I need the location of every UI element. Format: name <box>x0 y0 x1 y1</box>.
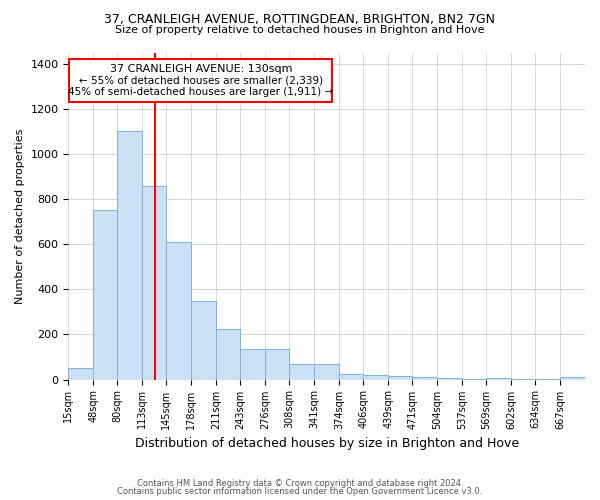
Bar <box>142 186 166 380</box>
Text: 45% of semi-detached houses are larger (1,911) →: 45% of semi-detached houses are larger (… <box>68 88 334 98</box>
Text: 37 CRANLEIGH AVENUE: 130sqm: 37 CRANLEIGH AVENUE: 130sqm <box>110 64 292 74</box>
Bar <box>118 132 142 380</box>
Bar <box>560 378 585 380</box>
Bar <box>68 368 93 380</box>
Bar <box>166 242 191 380</box>
Bar <box>363 375 388 380</box>
Bar <box>216 329 241 380</box>
Text: ← 55% of detached houses are smaller (2,339): ← 55% of detached houses are smaller (2,… <box>79 76 323 86</box>
Text: Contains HM Land Registry data © Crown copyright and database right 2024.: Contains HM Land Registry data © Crown c… <box>137 478 463 488</box>
Bar <box>289 364 314 380</box>
Bar <box>314 364 339 380</box>
Text: Size of property relative to detached houses in Brighton and Hove: Size of property relative to detached ho… <box>115 25 485 35</box>
Text: 37, CRANLEIGH AVENUE, ROTTINGDEAN, BRIGHTON, BN2 7GN: 37, CRANLEIGH AVENUE, ROTTINGDEAN, BRIGH… <box>104 12 496 26</box>
Bar <box>241 349 265 380</box>
Bar <box>339 374 363 380</box>
Bar <box>486 378 511 380</box>
Bar <box>437 378 462 380</box>
X-axis label: Distribution of detached houses by size in Brighton and Hove: Distribution of detached houses by size … <box>134 437 519 450</box>
Bar <box>412 378 437 380</box>
Bar <box>388 376 412 380</box>
FancyBboxPatch shape <box>69 60 332 102</box>
Bar <box>265 349 289 380</box>
Text: Contains public sector information licensed under the Open Government Licence v3: Contains public sector information licen… <box>118 487 482 496</box>
Bar <box>93 210 118 380</box>
Y-axis label: Number of detached properties: Number of detached properties <box>15 128 25 304</box>
Bar <box>191 300 216 380</box>
